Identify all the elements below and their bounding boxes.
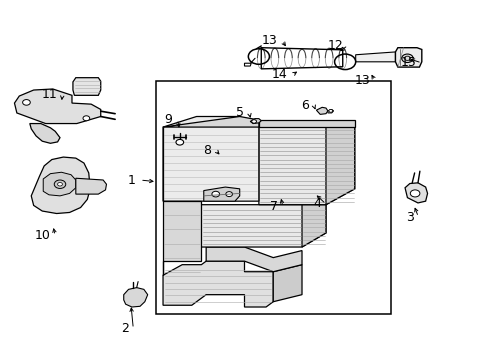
Polygon shape xyxy=(123,288,147,307)
Circle shape xyxy=(225,192,232,197)
Circle shape xyxy=(176,139,183,145)
Text: 5: 5 xyxy=(236,107,244,120)
Polygon shape xyxy=(163,117,258,127)
Polygon shape xyxy=(73,78,101,95)
Text: 2: 2 xyxy=(121,323,128,336)
Polygon shape xyxy=(325,127,354,205)
Text: 12: 12 xyxy=(327,39,343,52)
Circle shape xyxy=(211,191,219,197)
Polygon shape xyxy=(76,178,106,194)
Polygon shape xyxy=(163,201,201,275)
Polygon shape xyxy=(316,107,327,114)
Polygon shape xyxy=(203,187,239,201)
Polygon shape xyxy=(163,261,273,307)
Circle shape xyxy=(83,116,89,121)
Text: 6: 6 xyxy=(301,99,308,112)
Text: 9: 9 xyxy=(164,113,172,126)
Polygon shape xyxy=(355,52,395,62)
Polygon shape xyxy=(43,172,76,196)
Circle shape xyxy=(251,120,256,123)
Text: 15: 15 xyxy=(400,57,416,69)
Text: 3: 3 xyxy=(405,211,413,224)
Circle shape xyxy=(22,100,30,105)
Polygon shape xyxy=(15,89,101,123)
Polygon shape xyxy=(258,127,354,205)
Bar xyxy=(156,81,390,314)
Text: 4: 4 xyxy=(313,198,321,211)
Text: 11: 11 xyxy=(42,88,58,101)
Text: 14: 14 xyxy=(271,68,287,81)
Circle shape xyxy=(54,180,65,189)
Text: 8: 8 xyxy=(203,144,210,157)
Polygon shape xyxy=(250,118,261,123)
Polygon shape xyxy=(273,265,302,302)
Text: 1: 1 xyxy=(127,174,135,186)
Polygon shape xyxy=(163,117,258,201)
Polygon shape xyxy=(244,63,251,66)
Text: 13: 13 xyxy=(354,74,369,87)
Polygon shape xyxy=(31,157,90,213)
Polygon shape xyxy=(201,205,325,247)
Polygon shape xyxy=(30,123,60,143)
Circle shape xyxy=(401,54,412,63)
Polygon shape xyxy=(395,48,421,67)
Text: 10: 10 xyxy=(35,229,50,242)
Circle shape xyxy=(58,183,62,186)
Polygon shape xyxy=(258,120,354,127)
Text: 7: 7 xyxy=(269,200,278,213)
Circle shape xyxy=(409,190,419,197)
Polygon shape xyxy=(327,109,333,113)
Polygon shape xyxy=(206,247,302,272)
Polygon shape xyxy=(404,183,427,203)
Polygon shape xyxy=(302,205,325,247)
Text: 13: 13 xyxy=(261,34,277,47)
Circle shape xyxy=(328,109,332,112)
